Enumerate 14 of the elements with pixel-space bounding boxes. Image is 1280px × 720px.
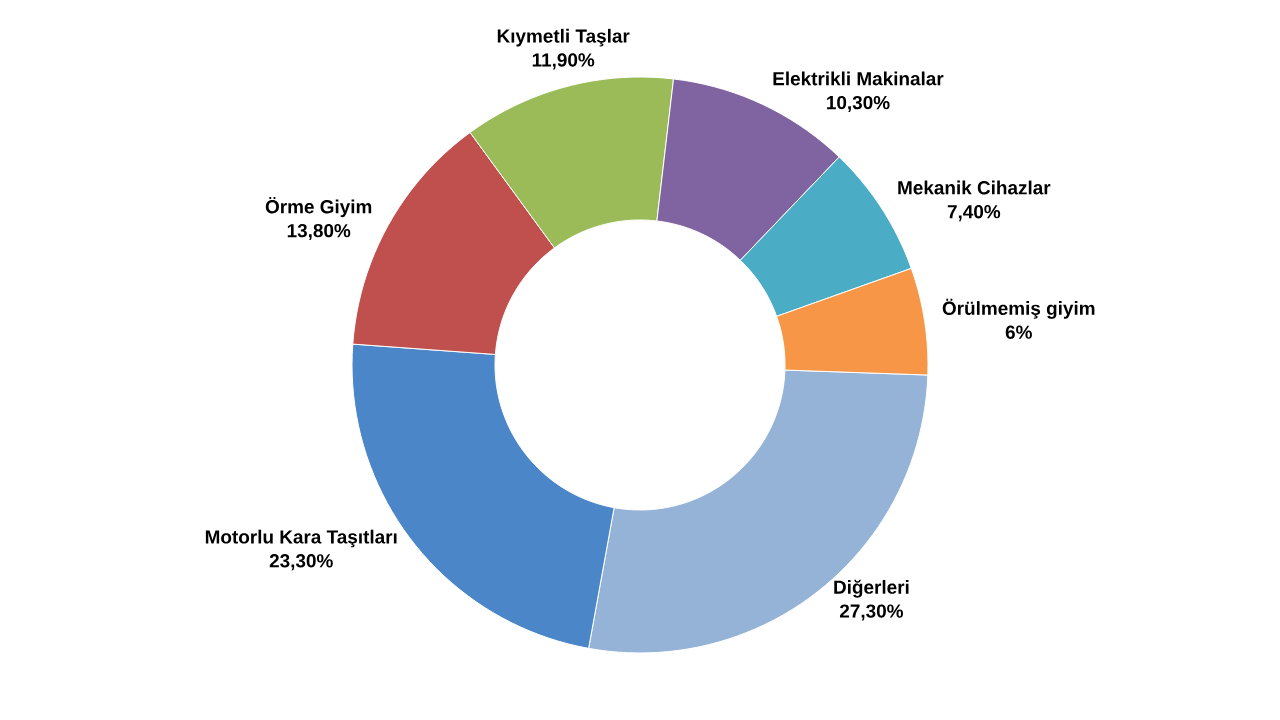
data-label: 13,80% — [287, 223, 351, 241]
slice-label: Örülmemiş giyim — [942, 298, 1095, 319]
slice-label: Elektrikli Makinalar — [773, 71, 944, 86]
slice-label: Motorlu Kara Taşıtları — [205, 529, 397, 548]
data-label: 10,30% — [827, 95, 890, 113]
slice-label: Kıymetli Taşlar — [497, 28, 630, 47]
data-label: 27,30% — [839, 604, 904, 621]
data-label: 23,30% — [269, 554, 333, 571]
data-label: 6% — [1005, 325, 1032, 339]
data-label: 7,40% — [947, 204, 1001, 222]
slice-label: Mekanik Cihazlar — [898, 180, 1051, 195]
data-label: 11,90% — [532, 53, 595, 70]
slice-label: Diğerleri — [834, 579, 909, 598]
slice-label: Örme Giyim — [265, 197, 372, 218]
